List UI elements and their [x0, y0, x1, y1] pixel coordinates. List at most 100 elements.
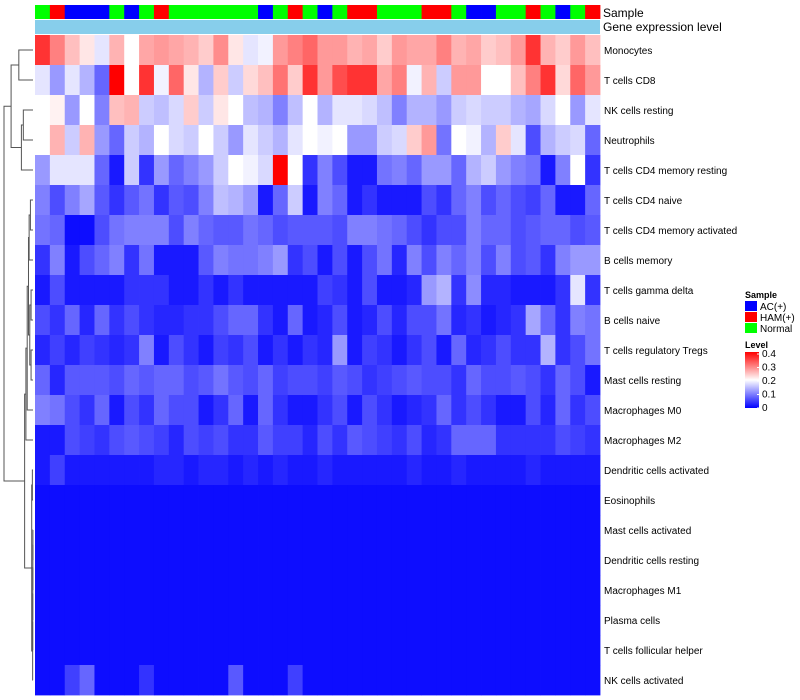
sample-annotation-cell	[213, 5, 229, 19]
heatmap-cell	[585, 125, 601, 156]
heatmap-cell	[79, 155, 95, 186]
heatmap-cell	[79, 485, 95, 516]
heatmap-cell	[362, 335, 378, 366]
heatmap-cell	[391, 245, 408, 276]
heatmap-cell	[332, 485, 348, 516]
heatmap-cell	[481, 575, 497, 606]
heatmap-cell	[213, 485, 229, 516]
heatmap-cell	[421, 185, 437, 216]
heatmap-cell	[35, 245, 51, 276]
row-label: T cells gamma delta	[604, 286, 694, 297]
heatmap-cell	[272, 365, 289, 396]
heatmap-cell	[302, 605, 318, 636]
heatmap-cell	[376, 395, 393, 426]
heatmap-cell	[79, 635, 95, 666]
heatmap-cell	[64, 275, 81, 306]
heatmap-cell	[451, 305, 467, 336]
heatmap-cell	[347, 305, 363, 336]
heatmap-cell	[79, 425, 95, 456]
heatmap-cell	[406, 365, 422, 396]
row-label: T cells CD4 memory activated	[604, 226, 737, 237]
heatmap-cell	[49, 275, 66, 306]
heatmap-cell	[198, 155, 214, 186]
heatmap-cell	[243, 365, 259, 396]
heatmap-cell	[228, 215, 244, 246]
heatmap-cell	[540, 605, 556, 636]
heatmap-cell	[213, 185, 229, 216]
heatmap-cell	[198, 515, 214, 546]
dendrogram-branch	[30, 289, 33, 321]
heatmap-cell	[124, 485, 140, 516]
heatmap-cell	[585, 665, 601, 696]
heatmap-cell	[243, 395, 259, 426]
heatmap-cell	[94, 395, 110, 426]
heatmap-cell	[258, 575, 274, 606]
heatmap-cell	[213, 545, 229, 576]
heatmap-cell	[510, 485, 527, 516]
heatmap-cell	[451, 485, 467, 516]
heatmap-cell	[317, 215, 333, 246]
heatmap-cell	[391, 95, 408, 126]
heatmap-cell	[391, 215, 408, 246]
heatmap-cell	[332, 605, 348, 636]
heatmap-cell	[168, 305, 185, 336]
heatmap-cell	[555, 575, 571, 606]
heatmap-cell	[94, 425, 110, 456]
heatmap-cell	[183, 215, 199, 246]
sample-annotation-cell	[406, 5, 422, 19]
heatmap-cell	[183, 635, 199, 666]
heatmap-cell	[228, 365, 244, 396]
heatmap-cell	[79, 185, 95, 216]
row-label: Plasma cells	[604, 616, 660, 627]
heatmap-cell	[510, 125, 527, 156]
heatmap-cell	[198, 95, 214, 126]
heatmap-cell	[317, 605, 333, 636]
heatmap-cell	[109, 605, 125, 636]
heatmap-cell	[421, 455, 437, 486]
heatmap-cell	[35, 575, 51, 606]
heatmap-cell	[168, 335, 185, 366]
heatmap-cell	[287, 275, 304, 306]
heatmap-cell	[406, 455, 422, 486]
heatmap-cell	[391, 515, 408, 546]
heatmap-cell	[317, 245, 333, 276]
heatmap-cell	[287, 215, 304, 246]
heatmap-cell	[64, 575, 81, 606]
heatmap-cell	[139, 425, 155, 456]
heatmap-cell	[525, 575, 541, 606]
heatmap-cell	[124, 125, 140, 156]
heatmap-cell	[198, 215, 214, 246]
heatmap-cell	[213, 155, 229, 186]
heatmap-cell	[436, 605, 452, 636]
heatmap-cell	[317, 635, 333, 666]
heatmap-cell	[317, 485, 333, 516]
heatmap-cell	[525, 335, 541, 366]
heatmap-cell	[302, 485, 318, 516]
heatmap-cell	[49, 245, 66, 276]
heatmap-cell	[287, 485, 304, 516]
heatmap-cell	[317, 395, 333, 426]
heatmap-cell	[287, 305, 304, 336]
heatmap-cell	[213, 365, 229, 396]
heatmap-cell	[228, 485, 244, 516]
heatmap-cell	[540, 245, 556, 276]
heatmap-cell	[272, 155, 289, 186]
heatmap-cell	[124, 635, 140, 666]
heatmap-cell	[570, 575, 586, 606]
heatmap-cell	[109, 335, 125, 366]
heatmap-cell	[585, 35, 601, 66]
sample-annotation-cell	[466, 5, 482, 19]
heatmap-cell	[555, 665, 571, 696]
heatmap-cell	[94, 575, 110, 606]
heatmap-cell	[153, 485, 170, 516]
heatmap-cell	[347, 95, 363, 126]
heatmap-cell	[362, 245, 378, 276]
heatmap-cell	[272, 545, 289, 576]
heatmap-cell	[213, 95, 229, 126]
heatmap-cell	[421, 665, 437, 696]
heatmap-cell	[495, 605, 512, 636]
heatmap-cell	[213, 605, 229, 636]
heatmap-cell	[287, 605, 304, 636]
heatmap-cell	[302, 515, 318, 546]
